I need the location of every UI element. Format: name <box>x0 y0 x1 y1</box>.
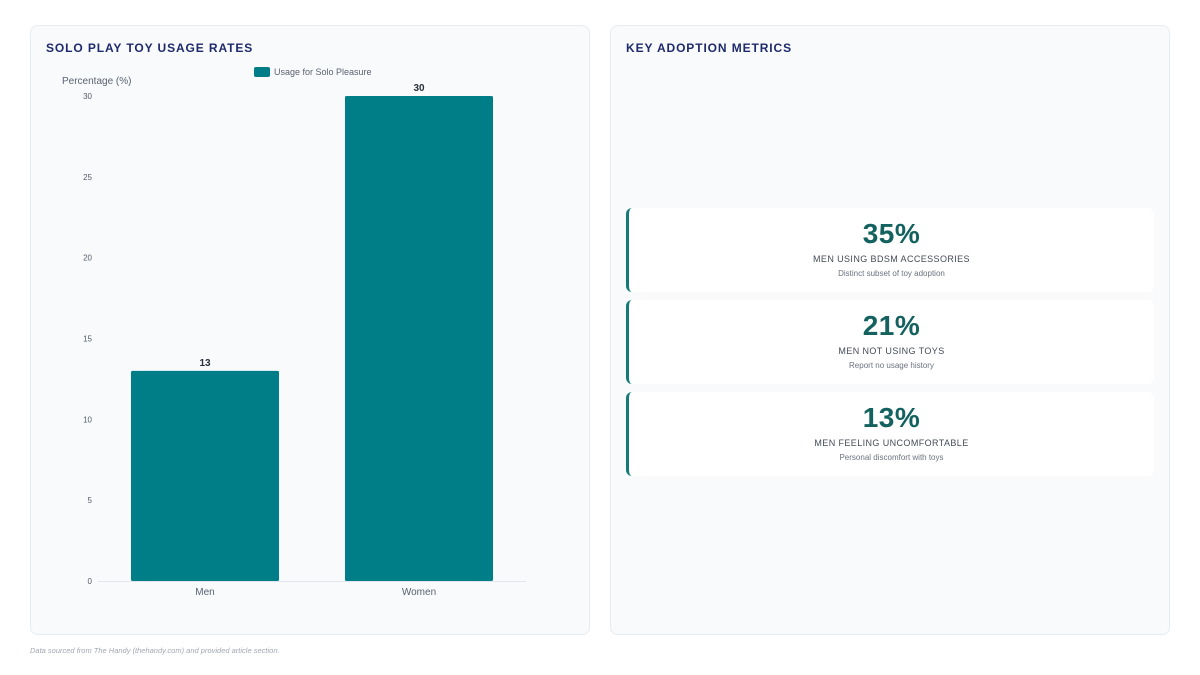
legend-swatch <box>254 67 270 77</box>
y-tick-label: 5 <box>88 496 93 505</box>
metric-card-bdsm: 35% MEN USING BDSM ACCESSORIES Distinct … <box>626 208 1154 292</box>
metric-value: 13% <box>862 402 921 433</box>
metric-value: 21% <box>862 310 921 341</box>
chart-panel-title: SOLO PLAY TOY USAGE RATES <box>46 41 254 55</box>
data-label: 30 <box>413 83 425 94</box>
x-tick-label: Men <box>195 587 214 598</box>
metric-label: MEN NOT USING TOYS <box>838 346 945 356</box>
metric-subtext: Distinct subset of toy adoption <box>838 269 945 278</box>
metric-card-no-toys: 21% MEN NOT USING TOYS Report no usage h… <box>626 300 1154 384</box>
metric-card-uncomfortable: 13% MEN FEELING UNCOMFORTABLE Personal d… <box>626 392 1154 476</box>
x-tick-label: Women <box>402 587 436 598</box>
y-tick-label: 15 <box>83 335 92 344</box>
y-tick-label: 30 <box>83 92 92 101</box>
y-tick-label: 20 <box>83 254 92 263</box>
bar-chart: Percentage (%) 0 5 10 15 20 25 30 Usage for Solo… <box>62 67 526 598</box>
bar-men <box>131 370 279 581</box>
metric-subtext: Report no usage history <box>849 361 934 370</box>
chart-panel: SOLO PLAY TOY USAGE RATES Percentage (%)… <box>30 25 590 635</box>
source-footnote: Data sourced from The Handy (thehandy.co… <box>30 646 280 655</box>
data-label: 13 <box>199 358 211 369</box>
y-axis-title: Percentage (%) <box>62 76 131 87</box>
metric-subtext: Personal discomfort with toys <box>839 453 944 462</box>
metric-label: MEN USING BDSM ACCESSORIES <box>813 254 970 264</box>
metrics-list: 35% MEN USING BDSM ACCESSORIES Distinct … <box>626 208 1154 484</box>
y-tick-label: 10 <box>83 415 92 424</box>
bar-women <box>345 96 493 581</box>
metric-value: 35% <box>862 218 921 249</box>
y-tick-label: 0 <box>88 577 93 586</box>
metrics-panel-title: KEY ADOPTION METRICS <box>626 41 793 55</box>
metric-label: MEN FEELING UNCOMFORTABLE <box>814 438 969 448</box>
y-tick-label: 25 <box>83 173 92 182</box>
metrics-panel: KEY ADOPTION METRICS 35% MEN USING BDSM … <box>610 25 1170 635</box>
legend-label: Usage for Solo Pleasure <box>274 67 372 77</box>
